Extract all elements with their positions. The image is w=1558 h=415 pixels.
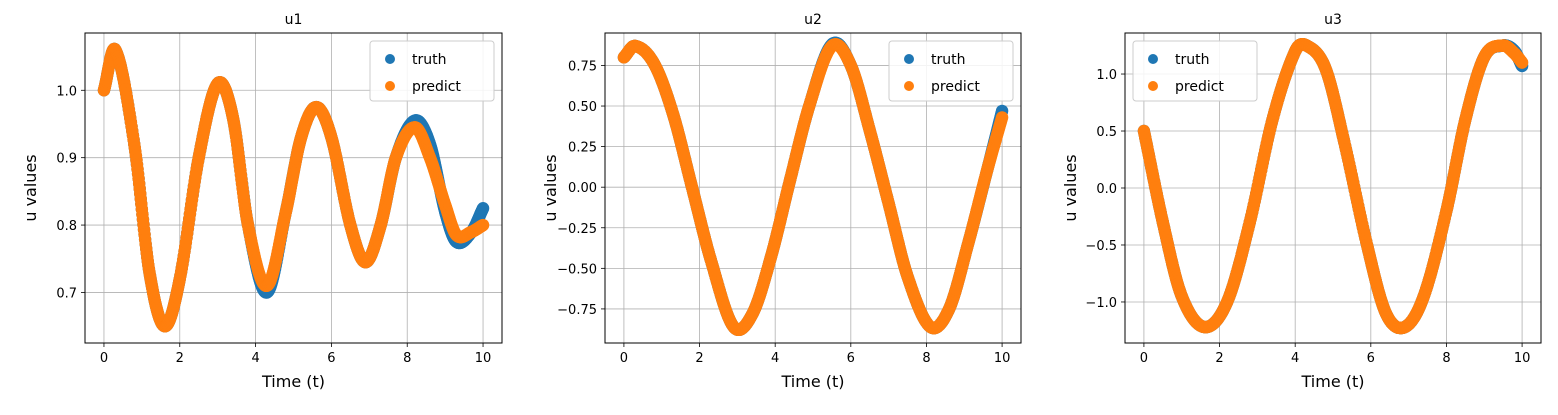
legend-label-predict: predict [412, 79, 461, 95]
y-axis-label: u values [1061, 154, 1080, 221]
legend: truth predict [888, 40, 1014, 102]
x-axis-label: Time (t) [781, 372, 845, 391]
x-tick-label: 6 [1367, 351, 1375, 366]
chart-panel-u1: 0 2 4 6 8 10 0.7 0.8 0.9 1.0 u1 Time (t) u values tru… [21, 12, 503, 391]
x-tick-label: 2 [1215, 351, 1223, 366]
y-tick-label: 0.8 [56, 219, 77, 234]
chart-title: u1 [285, 12, 303, 28]
y-tick-label: −0.75 [557, 303, 597, 318]
y-tick-label: 0.00 [568, 181, 597, 196]
legend-label-predict: predict [931, 79, 980, 95]
data-points [1137, 38, 1529, 335]
legend-marker-truth [1148, 54, 1158, 64]
x-tick-label: 4 [1291, 351, 1299, 366]
axes-frame [604, 32, 1022, 344]
data-points [617, 36, 1009, 337]
y-tick-label: −0.25 [557, 222, 597, 237]
x-tick-label: 2 [176, 351, 184, 366]
x-tick-label: 10 [475, 351, 492, 366]
legend-marker-predict [904, 81, 914, 91]
x-tick-label: 8 [922, 351, 930, 366]
legend-label-predict: predict [1175, 79, 1224, 95]
y-tick-label: 0.9 [56, 152, 77, 167]
legend: truth predict [369, 40, 495, 102]
x-axis-label: Time (t) [261, 372, 325, 391]
y-tick-label: 1.0 [1096, 68, 1117, 83]
data-points [97, 42, 490, 333]
y-axis-label: u values [541, 154, 560, 221]
predict-point [995, 111, 1009, 124]
legend: truth predict [1132, 40, 1258, 102]
predict-point [1515, 56, 1529, 69]
legend-label-truth: truth [1175, 52, 1209, 68]
x-tick-label: 0 [100, 351, 108, 366]
truth-point [476, 202, 490, 215]
x-tick-label: 2 [695, 351, 703, 366]
y-tick-label: −0.50 [557, 262, 597, 277]
x-tick-label: 0 [1140, 351, 1148, 366]
x-tick-label: 0 [620, 351, 628, 366]
y-tick-label: −1.0 [1085, 296, 1117, 311]
legend-marker-truth [904, 54, 914, 64]
legend-frame [1132, 40, 1258, 102]
y-tick-label: 0.7 [56, 286, 77, 301]
axes-frame [84, 32, 503, 344]
x-tick-label: 8 [1442, 351, 1450, 366]
chart-panel-u2: 0 2 4 6 8 10 −0.75 −0.50 −0.25 0.00 0.25 0.50 0.75 u2… [541, 12, 1022, 391]
x-tick-label: 6 [847, 351, 855, 366]
y-tick-label: −0.5 [1085, 239, 1117, 254]
x-tick-label: 8 [403, 351, 411, 366]
legend-frame [888, 40, 1014, 102]
legend-label-truth: truth [931, 52, 965, 68]
x-axis-label: Time (t) [1301, 372, 1365, 391]
legend-frame [369, 40, 495, 102]
x-tick-label: 4 [771, 351, 779, 366]
chart-panel-u3: 0 2 4 6 8 10 −1.0 −0.5 0.0 0.5 1.0 u3 Time (t) u valu… [1061, 12, 1542, 391]
x-tick-label: 10 [1514, 351, 1531, 366]
y-tick-label: 1.0 [56, 84, 77, 99]
y-tick-label: 0.50 [568, 100, 597, 115]
legend-marker-truth [385, 54, 395, 64]
legend-marker-predict [1148, 81, 1158, 91]
x-tick-label: 6 [327, 351, 335, 366]
x-tick-label: 10 [994, 351, 1011, 366]
y-axis-label: u values [21, 154, 40, 221]
legend-marker-predict [385, 81, 395, 91]
y-tick-label: 0.0 [1096, 182, 1117, 197]
chart-title: u3 [1324, 12, 1342, 28]
y-tick-label: 0.25 [568, 141, 597, 156]
legend-label-truth: truth [412, 52, 446, 68]
x-tick-label: 4 [251, 351, 259, 366]
y-tick-label: 0.75 [568, 59, 597, 74]
y-tick-label: 0.5 [1096, 125, 1117, 140]
predict-point [476, 218, 490, 232]
chart-title: u2 [804, 12, 822, 28]
